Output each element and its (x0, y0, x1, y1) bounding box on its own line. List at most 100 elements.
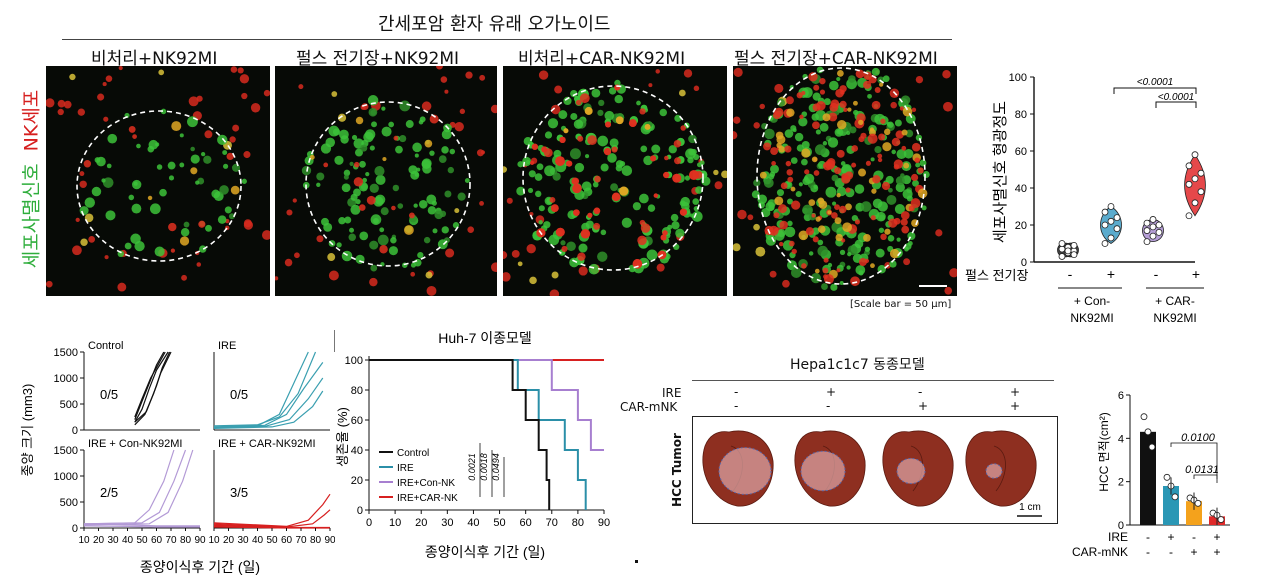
growth-panel: IRE + CAR-NK92MI 3/5 10 20 30 40 50 60 70 80 90 (208, 438, 335, 546)
liver-ire-sign: + (1010, 385, 1021, 399)
violin-point (1101, 240, 1109, 247)
survival-xtick-label: 60 (520, 517, 532, 529)
survival-xtick-label: 40 (467, 517, 479, 529)
violin-point (1107, 203, 1115, 210)
violin-point (1185, 162, 1193, 170)
liver-specimen (794, 430, 866, 507)
growth-panel-title: IRE (218, 340, 236, 352)
survival-pvalue: 0.0018 (479, 453, 489, 481)
growth-xtick-label: 80 (180, 535, 192, 546)
violin-ytick-label: 20 (1015, 220, 1027, 232)
growth-ratio: 0/5 (100, 387, 118, 402)
growth-panel: IRE 0/5 (213, 340, 330, 431)
growth-line (213, 362, 324, 428)
liver-title: Hepa1c1c7 동종모델 (790, 357, 925, 373)
organoid-outline (76, 110, 242, 262)
section-divider (334, 330, 335, 352)
growth-line (213, 493, 331, 528)
bar-ytick-label: 0 (1118, 520, 1124, 532)
violin-point (1185, 180, 1193, 188)
violin-ytick-label: 40 (1015, 183, 1027, 195)
growth-ytick-label: 1500 (54, 347, 78, 359)
violin-ytick-label: 100 (1009, 72, 1027, 84)
violin-group-label-2a: + CAR- (1155, 294, 1195, 308)
violin-point (1143, 227, 1151, 234)
hcc-bar-point (1171, 493, 1179, 501)
survival-xtick-label: 80 (572, 517, 584, 529)
growth-xtick-label: 60 (151, 535, 163, 546)
scale-bar-label: [Scale bar = 50 μm] (850, 299, 952, 310)
tumor-outline (985, 463, 1003, 479)
violin-ytick-label: 60 (1015, 146, 1027, 158)
survival-xtick-label: 20 (415, 517, 427, 529)
violin-point (1143, 219, 1151, 227)
growth-xtick-label: 20 (223, 535, 235, 546)
bar-ytick-label: 2 (1118, 477, 1124, 489)
growth-xtick-label: 90 (324, 535, 335, 546)
panel-label-1: 비처리+NK92MI (91, 49, 218, 69)
panel-label-4: 펄스 전기장+CAR-NK92MI (734, 49, 938, 69)
growth-xtick-label: 50 (266, 535, 278, 546)
violin-group-label-1a: + Con- (1074, 294, 1110, 308)
bar-row-label-car: CAR-mNK (1072, 545, 1128, 559)
growth-ytick-label: 500 (60, 399, 78, 411)
violin-pvalue-1: <0.0001 (1137, 77, 1173, 88)
violin-point (1107, 217, 1115, 225)
violin-point (1149, 216, 1157, 223)
growth-line (213, 377, 324, 429)
growth-panel-title: Control (88, 340, 123, 352)
bar-ire-sign: - (1192, 530, 1196, 544)
hcc-bar-point (1194, 499, 1202, 507)
violin-point (1101, 221, 1109, 229)
organoid-outline (756, 67, 926, 285)
growth-panel-title: IRE + Con-NK92MI (88, 438, 182, 450)
side-label: 세포사멸신호 NK세포 (12, 74, 48, 284)
violin-ytick-label: 80 (1015, 109, 1027, 121)
liver-ire-sign: - (734, 385, 739, 399)
survival-ytick-label: 80 (351, 385, 363, 397)
organoid-image-4 (733, 66, 957, 296)
growth-xtick-label: 10 (78, 535, 90, 546)
liver-ire-sign: - (918, 385, 923, 399)
violin-point (1191, 175, 1199, 183)
violin-point (1070, 251, 1078, 259)
liver-ire-sign: + (826, 385, 837, 399)
growth-xtick-label: 70 (165, 535, 177, 546)
violin-pvalue-2: <0.0001 (1158, 92, 1194, 103)
violin-point (1070, 241, 1078, 249)
liver-car-sign: - (826, 399, 831, 413)
survival-xtick-label: 90 (598, 517, 610, 529)
bar-car-sign: - (1146, 545, 1150, 559)
growth-ytick-label: 1000 (54, 471, 78, 483)
violin-point (1113, 214, 1121, 222)
growth-xtick-label: 60 (281, 535, 293, 546)
survival-xtick-label: 70 (546, 517, 558, 529)
violin-point (1191, 199, 1199, 207)
violin-row-label: 펄스 전기장 (965, 268, 1028, 283)
growth-ratio: 0/5 (230, 387, 248, 402)
dot-mark (635, 560, 638, 563)
growth-panel: IRE + Con-NK92MI 2/5 0 500 1000 1500 10 20 30 40 5… (54, 438, 206, 546)
side-label-green: 세포사멸신호 (20, 163, 43, 269)
organoid-outline (522, 85, 704, 271)
violin-point (1155, 228, 1163, 236)
cell-cluster (733, 66, 957, 295)
bar-ire-sign: + (1213, 530, 1220, 544)
growth-ratio: 2/5 (100, 485, 118, 500)
hcc-bar-point (1163, 473, 1171, 481)
growth-line (134, 351, 172, 426)
violin-group-label-2b: NK92MI (1153, 311, 1196, 325)
hcc-bar (1186, 501, 1202, 525)
violin-point (1149, 223, 1157, 231)
growth-xtick-label: 30 (107, 535, 119, 546)
survival-legend-label: IRE (397, 463, 414, 474)
liver-specimen (882, 430, 954, 507)
liver-photo-frame: 1 cm (692, 416, 1058, 524)
violin-point (1197, 188, 1205, 196)
organoid-outline (305, 101, 471, 267)
growth-ytick-label: 500 (60, 497, 78, 509)
survival-chart: Huh-7 이종모델 생존율 (%) 종양이식후 기간 (일) 0 20 40 60 8… (335, 330, 610, 560)
growth-panel: Control 0/5 0 500 1000 1500 (54, 340, 200, 437)
bar-ytick-label: 6 (1118, 390, 1124, 402)
